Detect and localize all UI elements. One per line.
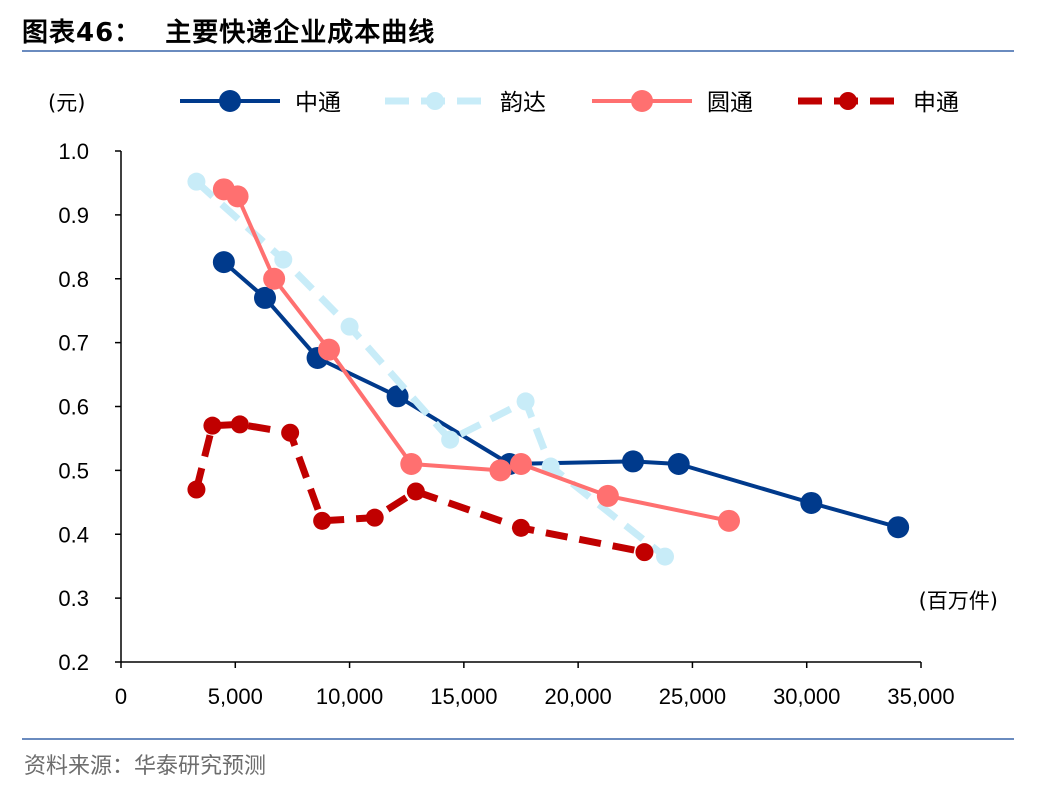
y-tick-label: 0.9: [58, 203, 89, 228]
data-point: [718, 509, 740, 532]
data-point: [318, 338, 340, 361]
y-axis-unit-label: (元): [48, 91, 85, 115]
series-line: [221, 187, 731, 523]
chart-axes: 0.2 0.3 0.4 0.5 0.6 0.7 0.8 0.9 1.0 0 5,000 10,000 1…: [58, 139, 954, 709]
data-point: [800, 491, 823, 514]
series-4: [187, 415, 654, 562]
x-tick-label: 10,000: [316, 684, 383, 709]
x-tick-label: 5,000: [208, 684, 263, 709]
legend-swatch-marker: [426, 92, 444, 110]
x-axis-unit-label: (百万件): [919, 589, 998, 613]
data-point: [635, 543, 654, 562]
data-point: [212, 251, 235, 274]
data-point: [441, 430, 460, 449]
data-point: [510, 452, 532, 475]
y-tick-label: 1.0: [58, 139, 89, 164]
x-tick-label: 15,000: [430, 684, 497, 709]
data-point: [400, 452, 423, 475]
y-tick-label: 0.3: [58, 586, 89, 611]
data-point: [254, 286, 276, 309]
legend-item: 韵达: [385, 90, 546, 116]
data-point: [512, 518, 530, 537]
legend-item: 中通: [180, 90, 341, 116]
data-point: [187, 172, 206, 191]
legend-item: 申通: [798, 90, 959, 116]
legend-label: 韵达: [500, 90, 546, 116]
legend-item: 圆通: [592, 90, 753, 116]
legend-swatch-marker: [219, 90, 241, 112]
data-point: [226, 185, 249, 208]
y-tick-label: 0.8: [58, 267, 89, 292]
source-note: 资料来源：华泰研究预测: [24, 754, 267, 779]
series-line: [194, 179, 668, 560]
figure-number: 图表46：: [22, 18, 142, 48]
y-tick-label: 0.2: [58, 650, 89, 675]
x-tick-label: 30,000: [773, 684, 840, 709]
legend-label: 圆通: [707, 90, 753, 116]
data-point: [313, 511, 332, 530]
chart-legend: 中通 韵达 圆通 申通: [180, 90, 959, 116]
x-tick-label: 35,000: [887, 684, 954, 709]
data-point: [230, 415, 249, 434]
data-point: [365, 508, 384, 527]
data-point: [596, 484, 619, 507]
y-tick-label: 0.6: [58, 395, 89, 420]
x-tick-label: 25,000: [659, 684, 726, 709]
series-3: [212, 178, 740, 532]
legend-swatch-marker: [631, 90, 653, 112]
series-1: [212, 251, 910, 539]
series-line: [193, 420, 646, 556]
data-point: [516, 392, 535, 411]
data-point: [541, 457, 560, 476]
data-point: [667, 452, 690, 475]
data-point: [887, 516, 910, 539]
legend-label: 申通: [913, 90, 959, 116]
data-point: [340, 317, 359, 336]
data-point: [489, 459, 512, 482]
data-point: [386, 385, 409, 408]
x-tick-label: 0: [115, 684, 127, 709]
y-tick-label: 0.4: [58, 522, 89, 547]
data-point: [203, 416, 222, 435]
footer-rule: [22, 738, 1014, 740]
data-point: [187, 480, 206, 499]
x-tick-label: 20,000: [544, 684, 611, 709]
figure-title: 图表46： 主要快递企业成本曲线: [22, 12, 435, 49]
data-point: [263, 267, 286, 290]
data-point: [656, 547, 674, 566]
series-2: [187, 172, 674, 566]
y-tick-label: 0.5: [58, 458, 89, 483]
title-rule: [22, 50, 1014, 52]
data-point: [622, 450, 644, 473]
chart-series: [187, 172, 910, 566]
figure-title-text: 主要快递企业成本曲线: [165, 18, 436, 48]
data-point: [406, 482, 425, 501]
data-point: [274, 250, 293, 269]
y-tick-label: 0.7: [58, 331, 89, 356]
legend-label: 中通: [295, 90, 341, 116]
data-point: [281, 423, 300, 442]
legend-swatch-marker: [839, 92, 857, 110]
